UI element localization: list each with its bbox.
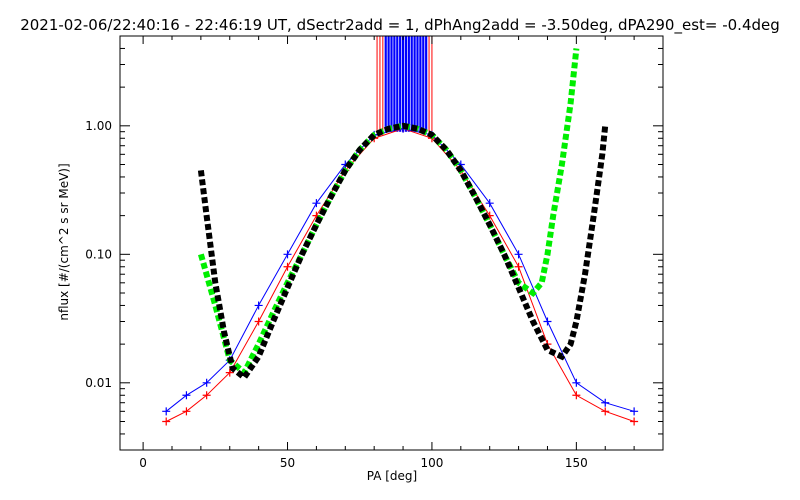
y-tick-label: 1.00 xyxy=(85,119,112,133)
data-point xyxy=(162,417,171,426)
data-point xyxy=(630,417,639,426)
data-point xyxy=(601,398,610,407)
data-point xyxy=(543,317,552,326)
x-tick-label: 100 xyxy=(420,456,443,470)
data-point xyxy=(283,250,292,259)
data-point xyxy=(202,391,211,400)
chart-title: 2021-02-06/22:40:16 - 22:46:19 UT, dSect… xyxy=(20,16,780,34)
data-point xyxy=(254,317,263,326)
series-line-0 xyxy=(165,128,635,422)
plot-frame xyxy=(119,35,664,451)
x-axis-label: PA [deg] xyxy=(367,469,417,483)
data-point xyxy=(485,199,494,208)
data-point xyxy=(630,407,639,416)
x-tick-label: 150 xyxy=(565,456,588,470)
x-tick-label: 0 xyxy=(139,456,147,470)
data-point xyxy=(162,407,171,416)
data-point xyxy=(572,378,581,387)
series-line-2 xyxy=(198,48,580,378)
data-point xyxy=(312,199,321,208)
data-point xyxy=(254,301,263,310)
data-point xyxy=(225,368,234,377)
data-point xyxy=(601,407,610,416)
data-point xyxy=(572,391,581,400)
data-point xyxy=(202,378,211,387)
series-line-3 xyxy=(197,122,609,382)
y-axis-label: nflux [#/(cm^2 s sr MeV)] xyxy=(57,163,71,320)
y-tick-label: 0.10 xyxy=(85,247,112,261)
data-point xyxy=(514,262,523,271)
data-point xyxy=(283,262,292,271)
y-tick-label: 0.01 xyxy=(85,376,112,390)
x-tick-label: 50 xyxy=(280,456,295,470)
data-point xyxy=(182,391,191,400)
data-point xyxy=(182,407,191,416)
data-point xyxy=(514,250,523,259)
